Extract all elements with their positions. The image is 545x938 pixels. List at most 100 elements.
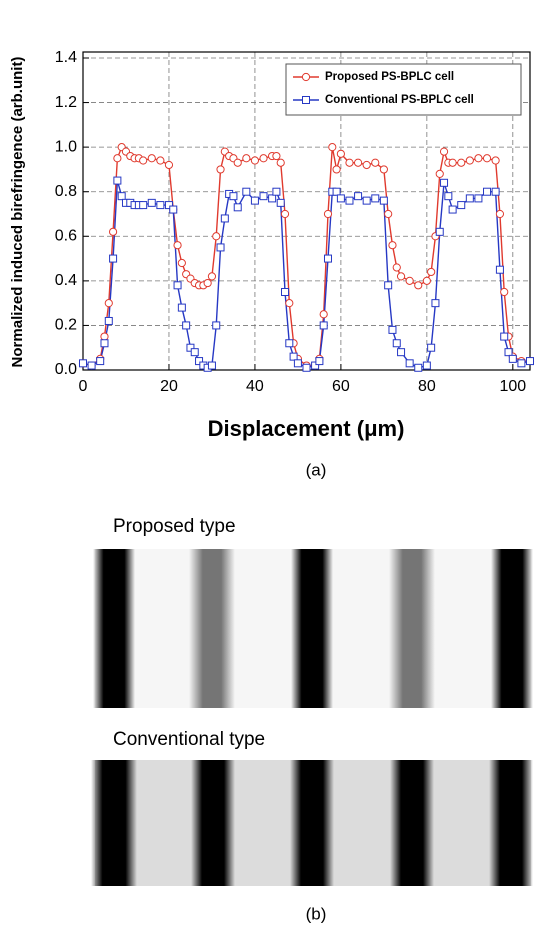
marker bbox=[242, 154, 251, 163]
marker bbox=[259, 192, 268, 201]
marker bbox=[491, 156, 500, 165]
marker bbox=[195, 357, 204, 366]
y-tick-label: 1.2 bbox=[55, 94, 77, 111]
marker bbox=[173, 241, 182, 250]
marker bbox=[100, 339, 109, 348]
marker bbox=[328, 143, 337, 152]
marker bbox=[164, 160, 174, 170]
marker bbox=[504, 348, 513, 357]
marker bbox=[508, 354, 517, 363]
y-tick-label: 0.0 bbox=[55, 361, 77, 378]
marker bbox=[444, 192, 453, 201]
marker bbox=[396, 272, 406, 281]
x-tick-label: 100 bbox=[499, 378, 526, 395]
marker bbox=[332, 165, 341, 174]
marker bbox=[220, 214, 229, 223]
legend: Proposed PS-BPLC cell Conventional PS-BPL… bbox=[285, 63, 522, 116]
marker bbox=[203, 278, 212, 288]
marker bbox=[397, 348, 406, 357]
marker bbox=[108, 227, 118, 236]
legend-label: Proposed PS-BPLC cell bbox=[325, 71, 454, 83]
marker bbox=[207, 361, 216, 370]
marker bbox=[281, 288, 290, 296]
x-tick-label: 40 bbox=[246, 378, 264, 395]
marker bbox=[319, 321, 328, 330]
caption: (b) bbox=[306, 904, 327, 923]
x-axis-label: Displacement (μm) bbox=[208, 416, 405, 441]
marker bbox=[156, 201, 165, 210]
marker bbox=[345, 196, 354, 205]
marker bbox=[526, 357, 534, 366]
marker bbox=[388, 241, 397, 250]
marker bbox=[336, 149, 345, 158]
marker bbox=[272, 151, 281, 161]
marker bbox=[323, 209, 333, 219]
marker bbox=[435, 169, 444, 178]
legend-marker bbox=[302, 96, 310, 104]
marker bbox=[384, 281, 393, 290]
image-label: Conventional type bbox=[113, 729, 265, 750]
marker bbox=[500, 332, 509, 341]
marker bbox=[491, 187, 500, 196]
marker bbox=[139, 156, 148, 165]
marker bbox=[332, 187, 341, 196]
marker bbox=[405, 359, 414, 368]
image-label: Proposed type bbox=[113, 516, 236, 537]
marker bbox=[392, 263, 401, 272]
marker bbox=[422, 361, 431, 370]
marker bbox=[177, 258, 186, 268]
marker bbox=[293, 359, 302, 368]
marker bbox=[311, 361, 320, 370]
marker bbox=[117, 192, 126, 201]
marker bbox=[147, 154, 156, 163]
marker bbox=[379, 196, 388, 205]
marker bbox=[242, 187, 251, 196]
stripe bbox=[93, 549, 135, 708]
marker bbox=[285, 339, 294, 348]
marker bbox=[276, 158, 285, 167]
marker bbox=[173, 281, 182, 290]
panel-b: Proposed type Conventional type (b) bbox=[91, 516, 533, 923]
stripe bbox=[390, 760, 434, 886]
marker bbox=[495, 265, 504, 274]
marker bbox=[371, 194, 380, 203]
marker bbox=[233, 203, 242, 212]
marker bbox=[500, 287, 509, 297]
marker bbox=[474, 194, 483, 203]
marker bbox=[353, 158, 363, 167]
marker bbox=[276, 198, 285, 207]
marker bbox=[302, 363, 311, 372]
caption: (a) bbox=[306, 460, 327, 479]
marker bbox=[186, 343, 195, 352]
marker bbox=[448, 158, 457, 167]
y-tick-label: 0.4 bbox=[55, 272, 77, 289]
marker bbox=[457, 201, 466, 210]
marker bbox=[212, 232, 221, 241]
marker bbox=[474, 154, 483, 163]
marker bbox=[414, 363, 423, 372]
marker bbox=[354, 192, 363, 201]
marker bbox=[216, 165, 225, 174]
marker bbox=[388, 325, 397, 334]
marker bbox=[96, 357, 105, 366]
marker bbox=[362, 196, 371, 205]
y-tick-label: 0.2 bbox=[55, 317, 77, 334]
marker bbox=[139, 201, 148, 210]
marker bbox=[113, 176, 122, 185]
marker bbox=[517, 359, 526, 368]
marker bbox=[250, 156, 260, 165]
marker bbox=[190, 348, 199, 357]
x-tick-label: 0 bbox=[79, 378, 88, 395]
marker bbox=[177, 303, 186, 312]
marker bbox=[104, 316, 113, 325]
stripe bbox=[489, 760, 533, 886]
marker bbox=[465, 156, 474, 165]
marker bbox=[345, 158, 354, 167]
marker bbox=[250, 196, 259, 205]
marker bbox=[422, 276, 431, 285]
marker bbox=[280, 209, 290, 219]
marker bbox=[362, 160, 371, 170]
marker bbox=[371, 158, 380, 167]
marker bbox=[272, 187, 281, 196]
y-tick-label: 0.6 bbox=[55, 228, 77, 245]
